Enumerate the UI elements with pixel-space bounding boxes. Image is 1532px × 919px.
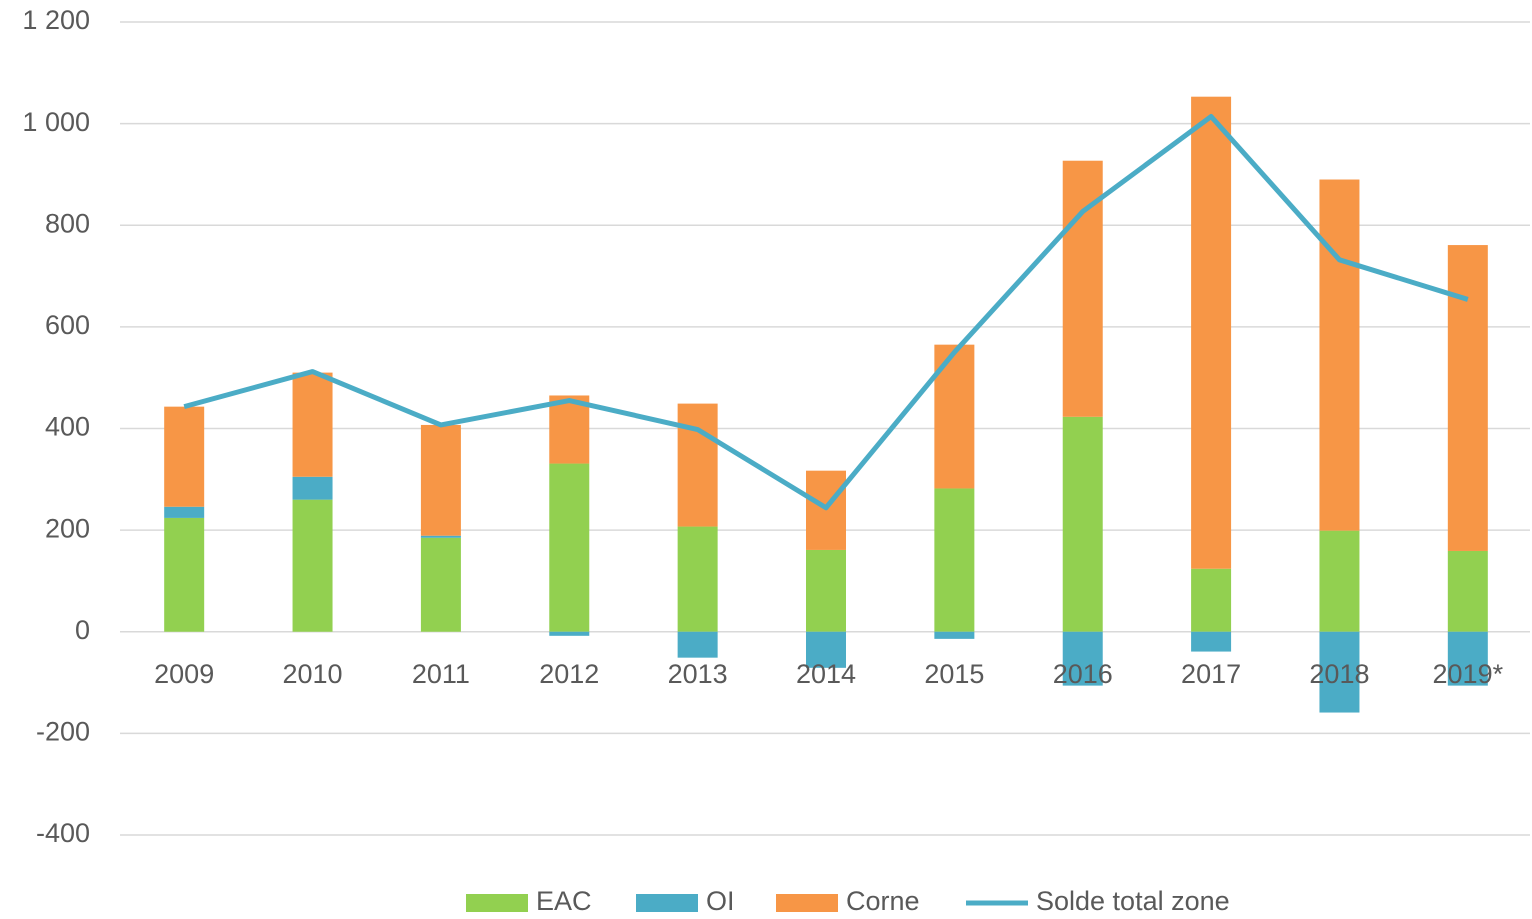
x-tick-label: 2017 <box>1181 659 1241 689</box>
bar <box>1062 631 1103 686</box>
y-tick-label: 200 <box>45 513 90 543</box>
legend-label: OI <box>706 886 735 916</box>
legend-swatch <box>636 894 698 912</box>
x-tick-label: 2019* <box>1433 659 1504 689</box>
bar <box>806 549 846 632</box>
bar <box>677 526 718 632</box>
y-tick-label: 0 <box>75 615 90 645</box>
x-tick-label: 2014 <box>796 659 856 689</box>
legend-label: EAC <box>536 886 592 916</box>
bar <box>1319 179 1360 531</box>
bar <box>934 631 975 639</box>
bar <box>1191 631 1232 652</box>
x-tick-label: 2013 <box>668 659 728 689</box>
bar <box>1191 96 1232 569</box>
bar <box>292 499 333 632</box>
bar <box>677 403 718 527</box>
bar <box>1319 631 1360 713</box>
y-tick-label: 800 <box>45 208 90 238</box>
bar <box>677 631 718 658</box>
x-tick-label: 2012 <box>539 659 599 689</box>
bar <box>292 476 333 500</box>
bar <box>292 372 333 477</box>
bar <box>164 406 205 507</box>
bar <box>164 506 205 518</box>
x-tick-label: 2018 <box>1309 659 1369 689</box>
bar <box>1447 631 1488 686</box>
line <box>183 114 1469 511</box>
bar <box>164 517 205 632</box>
x-tick-label: 2010 <box>283 659 343 689</box>
legend-label: Solde total zone <box>1036 886 1230 916</box>
bar <box>549 395 590 464</box>
bar <box>1319 530 1360 632</box>
x-tick-label: 2011 <box>412 659 470 689</box>
legend-label: Corne <box>846 886 920 916</box>
y-tick-label: -200 <box>36 717 90 747</box>
bar <box>1447 245 1488 551</box>
bar <box>549 631 590 636</box>
y-tick-label: 1 000 <box>22 107 90 137</box>
bar <box>934 488 975 632</box>
bar <box>1191 568 1232 632</box>
x-tick-label: 2016 <box>1053 659 1113 689</box>
bar <box>806 631 846 668</box>
legend-swatch <box>776 894 838 912</box>
y-tick-label: 400 <box>45 412 90 442</box>
bar <box>1062 416 1103 632</box>
y-tick-label: 1 200 <box>22 5 90 35</box>
y-tick-label: 600 <box>45 310 90 340</box>
legend-swatch <box>466 894 528 912</box>
x-tick-label: 2009 <box>154 659 214 689</box>
x-tick-label: 2015 <box>924 659 984 689</box>
bar <box>420 537 461 632</box>
y-tick-label: -400 <box>36 818 90 848</box>
bar <box>806 470 846 550</box>
bar <box>1447 550 1488 632</box>
bar <box>420 535 461 538</box>
bar <box>420 424 461 536</box>
bar <box>549 463 590 632</box>
